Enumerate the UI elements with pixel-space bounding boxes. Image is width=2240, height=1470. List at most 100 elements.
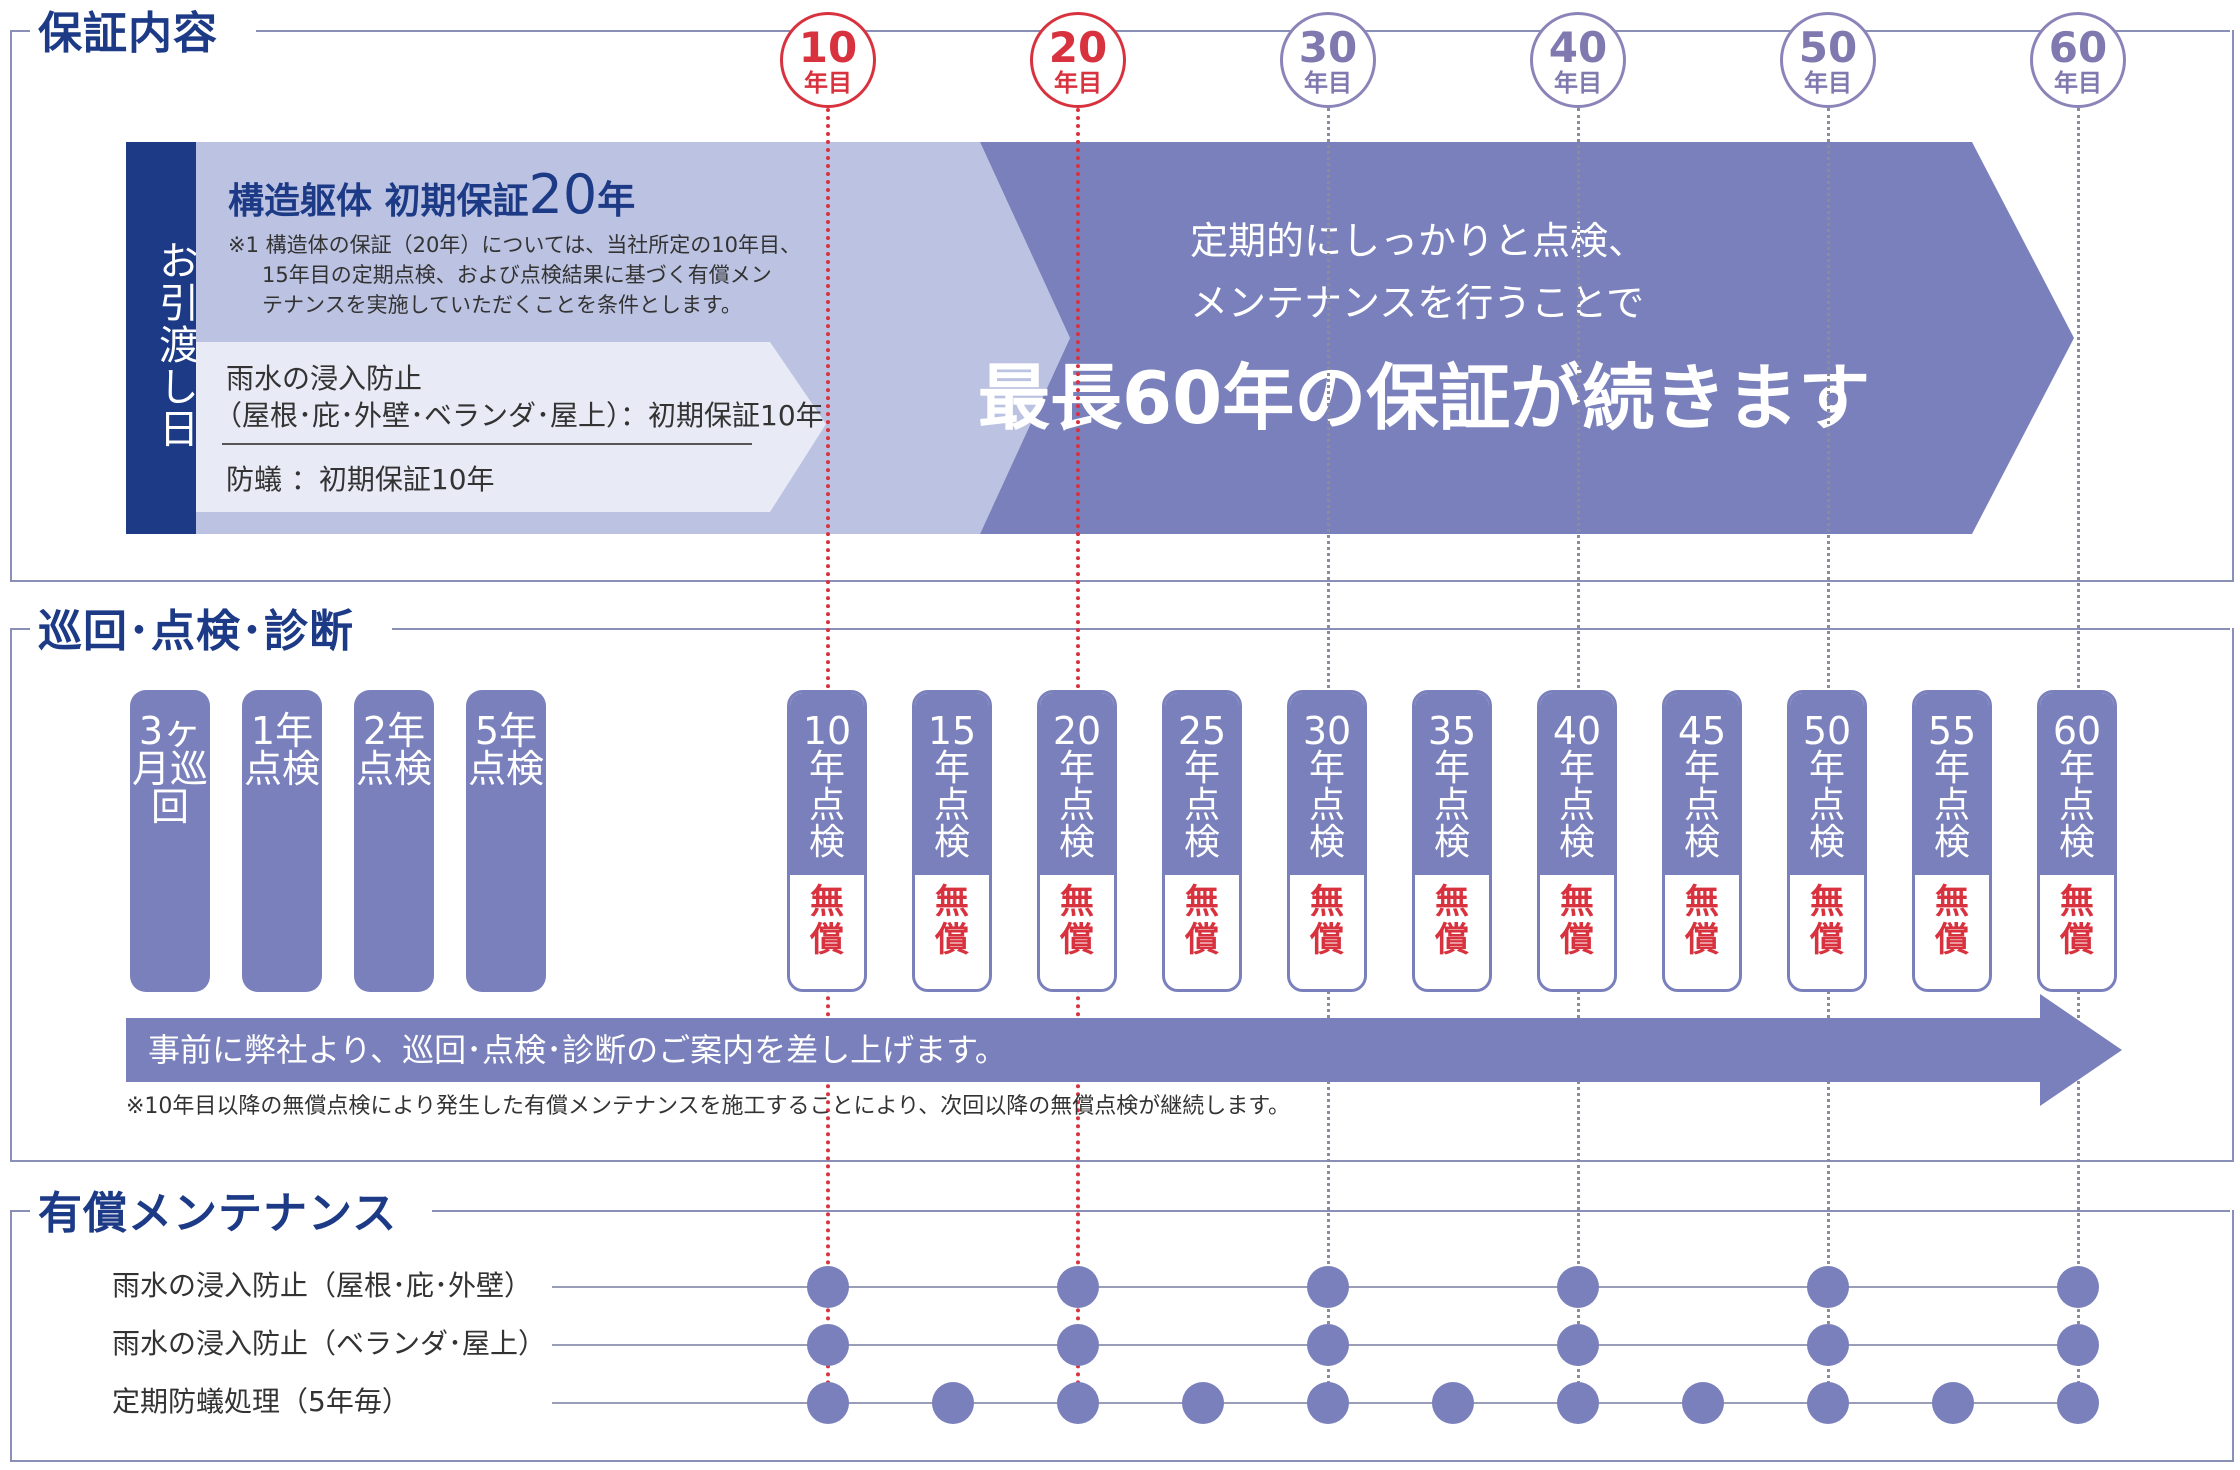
notice-arrow-text: 事前に弊社より、巡回･点検･診断のご案内を差し上げます。 [148, 1031, 1007, 1069]
structure-guarantee-number: 20 [528, 163, 598, 226]
inspection-5-year: 5年点検 [466, 690, 546, 992]
inspection-55-year: 55 年点検 無償 [1912, 690, 1992, 992]
free-label: 無償 [1560, 882, 1594, 960]
section-inspection-top-line-right [392, 628, 2230, 630]
guarantee-arrows [196, 142, 2074, 534]
inspection-header [1540, 693, 1614, 875]
year-marker-number: 50 [1798, 23, 1858, 72]
year-marker-suffix: 年目 [1804, 69, 1852, 97]
inspection-label: 15 年点検 [927, 709, 977, 863]
rain-guarantee-line2: （屋根･庇･外壁･ベランダ･屋上）：初期保証10年 [214, 399, 824, 432]
section-guarantee-top-line-right [256, 30, 2230, 32]
maintenance-dot-50 [1807, 1266, 1849, 1308]
free-label: 無償 [1060, 882, 1094, 960]
rain-termite-arrow [196, 342, 826, 512]
inspection-label: 30 年点検 [1302, 709, 1352, 863]
rain-guarantee-line1: 雨水の浸入防止 [226, 362, 423, 395]
inspection-35-year: 35 年点検 無償 [1412, 690, 1492, 992]
maintenance-dot-60 [2057, 1324, 2099, 1366]
inspection-15-year: 15 年点検 無償 [912, 690, 992, 992]
maintenance-dot-40 [1557, 1324, 1599, 1366]
inspection-label: 40 年点検 [1552, 709, 1602, 863]
free-label: 無償 [810, 882, 844, 960]
structure-note: ※1 構造体の保証（20年）については、当社所定の10年目、 15年目の定期点検… [228, 230, 801, 320]
maintenance-dot-55 [1932, 1382, 1974, 1424]
maintenance-row-label: 定期防蟻処理（5年毎） [112, 1385, 410, 1418]
maintenance-dot-40 [1557, 1266, 1599, 1308]
free-label: 無償 [1435, 882, 1469, 960]
handover-label: お引渡し日 [152, 240, 198, 450]
maintenance-dot-45 [1682, 1382, 1724, 1424]
inspection-header [1790, 693, 1864, 875]
big-arrow-line1: 定期的にしっかりと点検、 [1190, 219, 1647, 263]
free-label: 無償 [935, 882, 969, 960]
inspection-header [1040, 693, 1114, 875]
inspection-label: 35 年点検 [1427, 709, 1477, 863]
maintenance-dot-50 [1807, 1382, 1849, 1424]
structure-guarantee-title: 構造躯体 初期保証20年 [228, 168, 635, 222]
inspection-1-year: 1年点検 [242, 690, 322, 992]
inspection-header [915, 693, 989, 875]
maintenance-dot-15 [932, 1382, 974, 1424]
free-label: 無償 [1935, 882, 1969, 960]
structure-note-line: 15年目の定期点検、および点検結果に基づく有償メン [262, 263, 772, 287]
notice-arrow [126, 994, 2122, 1106]
free-label: 無償 [2060, 882, 2094, 960]
maintenance-dot-35 [1432, 1382, 1474, 1424]
year-marker-20: 20 年目 [1030, 12, 1126, 108]
year-marker-number: 60 [2048, 23, 2108, 72]
maintenance-dot-40 [1557, 1382, 1599, 1424]
year-marker-suffix: 年目 [1554, 69, 1602, 97]
section-guarantee-frame [10, 30, 2234, 582]
inspection-header [1415, 693, 1489, 875]
structure-note-line: ※1 構造体の保証（20年）については、当社所定の10年目、 [228, 233, 802, 257]
inspection-label: 50 年点検 [1802, 709, 1852, 863]
maintenance-dot-10 [807, 1382, 849, 1424]
inspection-footnote: ※10年目以降の無償点検により発生した有償メンテナンスを施工することにより、次回… [126, 1094, 1291, 1119]
year-marker-suffix: 年目 [804, 69, 852, 97]
inspection-label: 45 年点検 [1677, 709, 1727, 863]
year-marker-number: 10 [798, 23, 858, 72]
inspection-label: 10 年点検 [802, 709, 852, 863]
maintenance-row-label: 雨水の浸入防止（ベランダ･屋上） [112, 1327, 547, 1360]
inspection-30-year: 30 年点検 無償 [1287, 690, 1367, 992]
inspection-header [1665, 693, 1739, 875]
free-label: 無償 [1810, 882, 1844, 960]
year-marker-number: 40 [1548, 23, 1608, 72]
big-arrow-headline: 最長60年の保証が続きます [978, 356, 1871, 440]
maintenance-dot-20 [1057, 1266, 1099, 1308]
maintenance-dot-20 [1057, 1324, 1099, 1366]
maintenance-dot-30 [1307, 1266, 1349, 1308]
section-guarantee-title: 保証内容 [38, 8, 218, 59]
maintenance-dot-60 [2057, 1382, 2099, 1424]
maintenance-dot-60 [2057, 1266, 2099, 1308]
year-marker-10: 10 年目 [780, 12, 876, 108]
inspection-label: 2年点検 [355, 709, 432, 791]
inspection-label: 1年点検 [243, 709, 320, 791]
section-inspection-top-line [10, 628, 30, 630]
inspection-45-year: 45 年点検 無償 [1662, 690, 1742, 992]
section-maintenance-frame [10, 1210, 2234, 1462]
year-marker-suffix: 年目 [2054, 69, 2102, 97]
inspection-2-year: 2年点検 [354, 690, 434, 992]
inspection-header [1290, 693, 1364, 875]
inspection-label: 20 年点検 [1052, 709, 1102, 863]
inspection-label: 55 年点検 [1927, 709, 1977, 863]
inspection-60-year: 60 年点検 無償 [2037, 690, 2117, 992]
inspection-50-year: 50 年点検 無償 [1787, 690, 1867, 992]
inspection-header [1915, 693, 1989, 875]
maintenance-dot-20 [1057, 1382, 1099, 1424]
year-marker-50: 50 年目 [1780, 12, 1876, 108]
section-maintenance-top-line-right [432, 1210, 2230, 1212]
free-label: 無償 [1310, 882, 1344, 960]
section-inspection-title: 巡回･点検･診断 [38, 606, 354, 657]
long-term-guarantee-arrow [980, 142, 2074, 534]
year-marker-suffix: 年目 [1054, 69, 1102, 97]
inspection-label: 3ヶ月巡回 [131, 709, 208, 829]
inspection-label: 5年点検 [467, 709, 544, 791]
structure-guarantee-unit: 年 [597, 178, 636, 222]
notice-arrow-shape [126, 994, 2122, 1106]
section-inspection-frame [10, 628, 2234, 1162]
structure-guarantee-prefix: 構造躯体 初期保証 [228, 181, 529, 222]
section-maintenance-top-line [10, 1210, 30, 1212]
